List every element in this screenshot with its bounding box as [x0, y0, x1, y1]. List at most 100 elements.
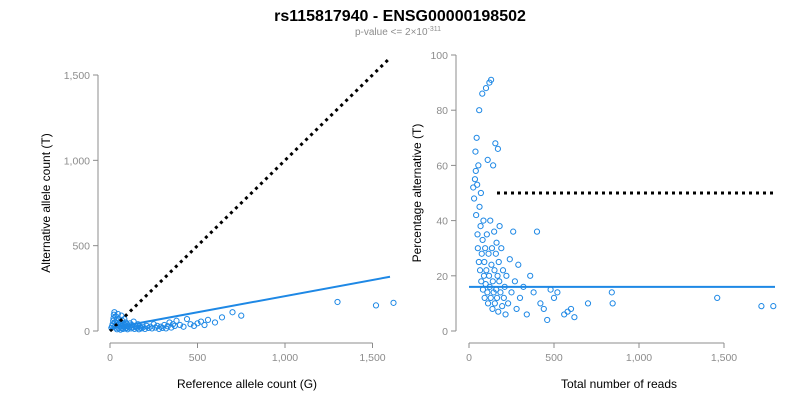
allele-counts-x-tick-label: 1,000: [272, 352, 298, 364]
percentage-alternative-data-point: [477, 223, 484, 230]
allele-counts-data-point: [238, 312, 245, 319]
allele-counts-data-point: [180, 323, 187, 330]
percentage-alternative-y-tick-label: 60: [436, 160, 448, 172]
percentage-alternative-data-point: [584, 300, 592, 307]
percentage-alternative-data-point: [474, 181, 481, 188]
percentage-alternative-data-point: [571, 314, 578, 321]
allele-counts-data-point: [218, 314, 226, 321]
percentage-alternative-data-point: [491, 228, 498, 235]
percentage-alternative-x-tick-label: 1,500: [711, 352, 737, 364]
percentage-alternative-data-point: [488, 261, 495, 268]
percentage-alternative-data-point: [561, 311, 568, 318]
percentage-alternative-data-point: [471, 195, 478, 202]
percentage-alternative-x-tick-label: 0: [466, 352, 472, 364]
allele-counts-data-point: [204, 316, 212, 324]
allele-counts-fit-line: [109, 275, 391, 330]
allele-counts-y-axis-title: Alternative allele count (T): [39, 133, 53, 272]
percentage-alternative-x-tick-label: 500: [545, 352, 563, 364]
percentage-alternative-data-point: [483, 267, 490, 274]
percentage-alternative-data-point: [489, 278, 496, 285]
allele-counts-data-point: [372, 302, 380, 309]
percentage-alternative-data-point: [567, 305, 575, 313]
percentage-alternative-data-point: [505, 300, 512, 307]
percentage-alternative-data-point: [483, 231, 490, 238]
percentage-alternative-data-point: [480, 217, 487, 224]
allele-counts-data-point: [334, 298, 341, 306]
chart-subtitle: p-value <= 2×10-311: [355, 26, 441, 38]
subtitle-exponent: -311: [428, 26, 442, 33]
allele-counts-x-tick-label: 1,500: [359, 352, 385, 364]
percentage-alternative-data-point: [492, 250, 499, 257]
percentage-alternative-data-point: [609, 300, 616, 307]
allele-counts-data-point: [169, 321, 177, 328]
percentage-alternative-data-point: [472, 148, 479, 155]
percentage-alternative-data-point: [473, 211, 480, 219]
percentage-alternative-data-point: [544, 316, 551, 324]
percentage-alternative-data-point: [493, 239, 500, 246]
percentage-alternative-data-point: [488, 76, 495, 83]
percentage-alternative-data-point: [491, 267, 498, 274]
percentage-alternative-y-tick-label: 40: [436, 216, 448, 228]
allele-counts-data-point: [197, 318, 205, 325]
percentage-alternative-data-point: [499, 303, 506, 310]
percentage-alternative-data-point: [511, 278, 519, 285]
percentage-alternative-data-point: [478, 250, 485, 257]
percentage-alternative-y-axis-title: Percentage alternative (T): [410, 124, 424, 263]
percentage-alternative-data-point: [500, 294, 507, 301]
allele-counts-y-tick-label: 1,000: [64, 155, 90, 167]
percentage-alternative-data-point: [527, 272, 534, 279]
percentage-alternative-data-point: [608, 289, 615, 296]
percentage-alternative-data-point: [492, 140, 499, 147]
allele-counts-data-point: [229, 309, 236, 316]
percentage-alternative-data-point: [510, 228, 517, 235]
allele-counts-x-tick-label: 500: [189, 352, 207, 364]
percentage-alternative-data-point: [488, 245, 496, 252]
percentage-alternative-data-point: [481, 258, 488, 266]
percentage-alternative-data-point: [770, 303, 777, 310]
allele-counts-x-axis-title: Reference allele count (G): [177, 377, 317, 391]
allele-counts-data-point: [161, 321, 168, 329]
percentage-alternative-x-tick-label: 1,000: [626, 352, 652, 364]
percentage-alternative-data-point: [474, 245, 481, 252]
allele-counts-data-point: [168, 324, 175, 331]
percentage-alternative-data-point: [493, 294, 501, 301]
allele-counts-y-tick-label: 1,500: [64, 70, 90, 82]
subtitle-base: 10: [416, 27, 428, 38]
percentage-alternative-data-point: [484, 289, 491, 296]
percentage-alternative-data-point: [471, 176, 479, 183]
percentage-alternative-data-point: [489, 305, 496, 313]
right-scatter-panel: 0 500 1,000 1,500 0 20 40 60 80 100 Total number o…: [410, 50, 777, 391]
percentage-alternative-data-point: [487, 217, 494, 224]
allele-counts-reference-line: [108, 56, 392, 333]
percentage-alternative-data-point: [758, 303, 765, 310]
subtitle-prefix: p-value <= 2: [355, 27, 411, 38]
allele-counts-data-point: [194, 320, 201, 327]
allele-counts-data-point: [173, 317, 180, 324]
percentage-alternative-data-point: [494, 272, 501, 279]
allele-counts-x-tick-label: 0: [107, 352, 113, 364]
allele-counts-y-tick-label: 0: [84, 326, 90, 338]
chart-title: rs115817940 - ENSG00000198502: [274, 8, 526, 25]
percentage-alternative-data-point: [481, 294, 488, 301]
allele-counts-data-point: [141, 325, 149, 333]
percentage-alternative-data-point: [491, 300, 498, 307]
subtitle-times: ×: [411, 27, 417, 38]
allele-counts-data-point: [154, 322, 161, 329]
allele-counts-y-tick-label: 500: [72, 241, 90, 253]
percentage-alternative-y-tick-label: 0: [442, 326, 448, 338]
percentage-alternative-data-point: [537, 300, 544, 307]
percentage-alternative-data-point: [485, 250, 492, 257]
percentage-alternative-data-point: [508, 289, 515, 296]
allele-counts-data-point: [110, 311, 117, 318]
percentage-alternative-data-point: [477, 189, 484, 197]
percentage-alternative-data-point: [513, 305, 520, 313]
left-scatter-panel: 0 500 1,000 1,500 0 500 1,000 1,500 Reference al…: [39, 56, 397, 391]
percentage-alternative-data-point: [498, 245, 505, 252]
percentage-alternative-data-point: [485, 272, 493, 279]
percentage-alternative-y-tick-label: 100: [430, 50, 448, 62]
percentage-alternative-data-point: [484, 156, 491, 163]
allele-counts-data-point: [187, 321, 194, 328]
percentage-alternative-data-point: [476, 267, 484, 274]
percentage-alternative-data-point: [490, 162, 497, 169]
